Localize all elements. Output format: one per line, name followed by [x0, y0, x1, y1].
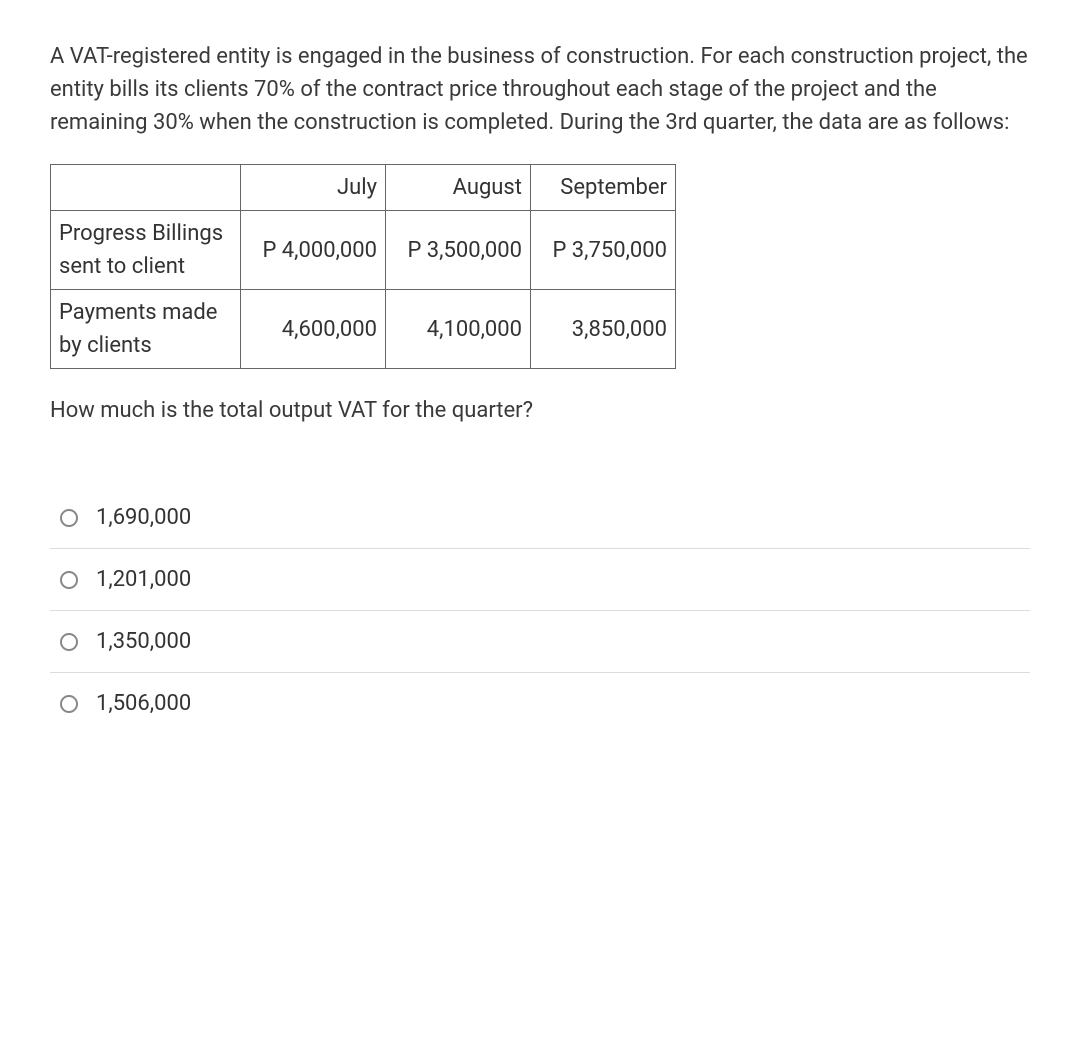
table-header-row: July August September — [51, 165, 676, 211]
table-row: Progress Billings sent to client P 4,000… — [51, 211, 676, 290]
table-cell: 4,100,000 — [386, 290, 531, 369]
option-label: 1,690,000 — [96, 501, 191, 534]
option-label: 1,201,000 — [96, 563, 191, 596]
table-cell: P 3,750,000 — [531, 211, 676, 290]
radio-icon — [60, 695, 78, 713]
table-col-august: August — [386, 165, 531, 211]
option-label: 1,350,000 — [96, 625, 191, 658]
table-cell: 4,600,000 — [241, 290, 386, 369]
option-label: 1,506,000 — [96, 687, 191, 720]
table-col-september: September — [531, 165, 676, 211]
question-prompt: How much is the total output VAT for the… — [50, 394, 1030, 427]
data-table: July August September Progress Billings … — [50, 164, 676, 369]
table-cell: 3,850,000 — [531, 290, 676, 369]
option-item-1[interactable]: 1,201,000 — [50, 549, 1030, 611]
option-item-0[interactable]: 1,690,000 — [50, 487, 1030, 549]
radio-icon — [60, 633, 78, 651]
table-col-july: July — [241, 165, 386, 211]
question-intro: A VAT-registered entity is engaged in th… — [50, 40, 1030, 139]
table-row: Payments made by clients 4,600,000 4,100… — [51, 290, 676, 369]
radio-icon — [60, 509, 78, 527]
table-cell: P 3,500,000 — [386, 211, 531, 290]
table-corner-cell — [51, 165, 241, 211]
table-cell: P 4,000,000 — [241, 211, 386, 290]
table-row-header: Progress Billings sent to client — [51, 211, 241, 290]
radio-icon — [60, 571, 78, 589]
option-item-3[interactable]: 1,506,000 — [50, 673, 1030, 734]
options-list: 1,690,000 1,201,000 1,350,000 1,506,000 — [50, 487, 1030, 734]
option-item-2[interactable]: 1,350,000 — [50, 611, 1030, 673]
table-row-header: Payments made by clients — [51, 290, 241, 369]
